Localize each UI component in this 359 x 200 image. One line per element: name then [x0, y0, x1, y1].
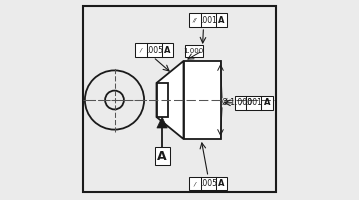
Polygon shape	[157, 61, 183, 139]
Text: .005: .005	[200, 179, 217, 188]
Bar	[157, 83, 168, 117]
Text: Ø 1.000: Ø 1.000	[223, 98, 252, 107]
Text: A: A	[264, 98, 270, 107]
Bar	[183, 61, 220, 139]
Text: /: /	[194, 181, 196, 186]
Text: A: A	[218, 179, 225, 188]
Bar	[189, 177, 227, 190]
Text: A: A	[218, 16, 225, 25]
Text: /: /	[140, 48, 142, 53]
Bar	[189, 13, 227, 27]
Bar	[155, 147, 170, 165]
Bar	[234, 96, 272, 110]
Bar	[135, 43, 173, 57]
Text: /: /	[239, 100, 241, 105]
Text: A: A	[157, 150, 167, 162]
Text: .001: .001	[200, 16, 217, 25]
Text: .001: .001	[245, 98, 262, 107]
Text: 1.000: 1.000	[183, 48, 204, 54]
Text: //: //	[193, 18, 197, 23]
Bar	[185, 45, 202, 57]
Text: .005: .005	[146, 46, 163, 55]
Polygon shape	[157, 117, 167, 128]
Text: A: A	[164, 46, 171, 55]
